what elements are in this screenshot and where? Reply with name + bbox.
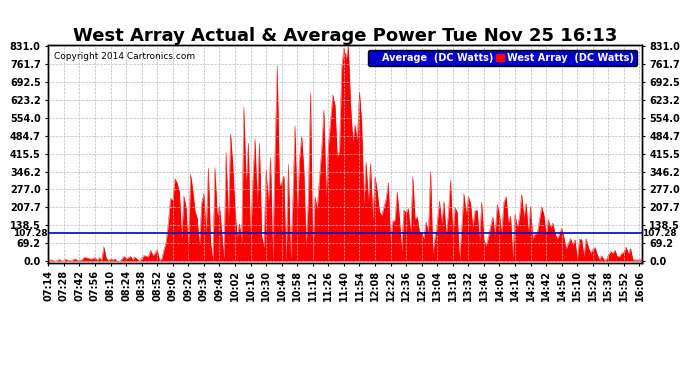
Legend: Average  (DC Watts), West Array  (DC Watts): Average (DC Watts), West Array (DC Watts… xyxy=(368,50,637,66)
Title: West Array Actual & Average Power Tue Nov 25 16:13: West Array Actual & Average Power Tue No… xyxy=(73,27,617,45)
Text: Copyright 2014 Cartronics.com: Copyright 2014 Cartronics.com xyxy=(55,51,195,60)
Text: 107.28: 107.28 xyxy=(642,229,677,238)
Text: 107.28: 107.28 xyxy=(13,229,48,238)
